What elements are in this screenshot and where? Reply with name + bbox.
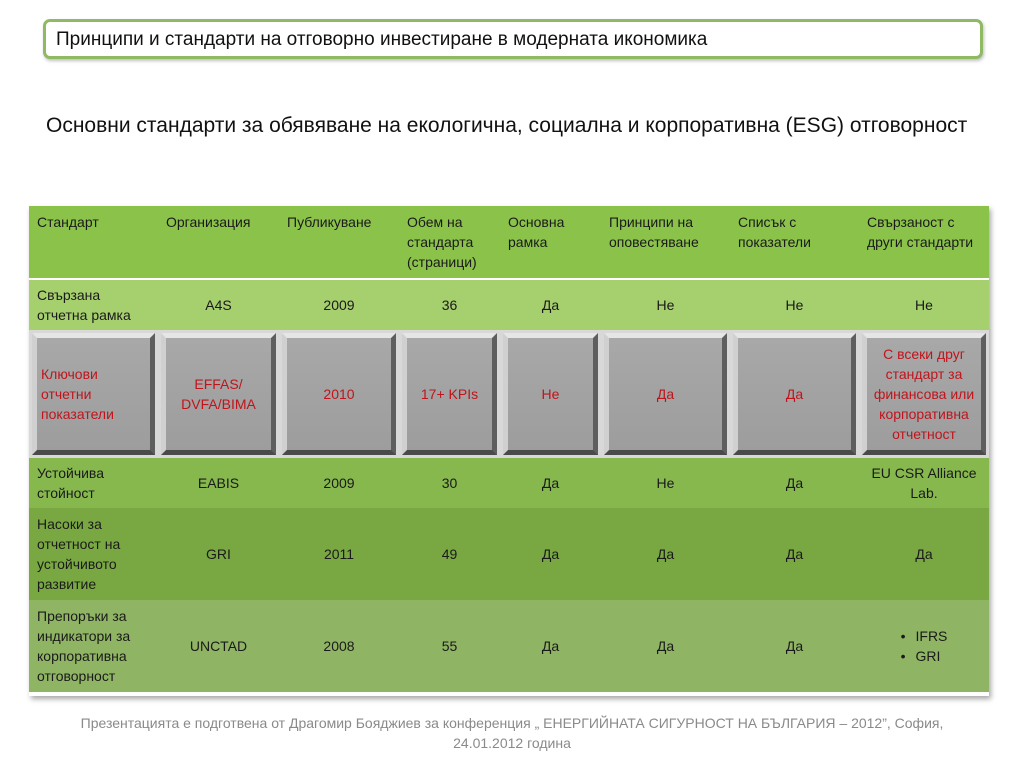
footer-credit: Презентацията е подготвена от Драгомир Б… xyxy=(30,713,994,753)
bevel-button: Ключови отчетни показатели xyxy=(32,333,155,455)
cell-principles: Да xyxy=(601,330,730,458)
cell-organization: EFFAS/ DVFA/BIMA xyxy=(158,330,279,458)
cell-volume: 30 xyxy=(399,458,500,508)
cell-organization: UNCTAD xyxy=(158,600,279,692)
cell-indicators: Не xyxy=(730,279,859,330)
cell-published: 2010 xyxy=(279,330,399,458)
bevel-button: Да xyxy=(733,333,856,455)
bevel-button: Да xyxy=(604,333,727,455)
table-header-row: Стандарт Организация Публикуване Обем на… xyxy=(29,206,989,280)
cell-indicators: Да xyxy=(730,458,859,508)
column-header-volume: Обем на стандарта (страници) xyxy=(399,206,500,280)
cell-links: Да xyxy=(859,508,989,600)
table-row: Насоки за отчетност на устойчивото разви… xyxy=(29,508,989,600)
table-row-highlighted: Ключови отчетни показатели EFFAS/ DVFA/B… xyxy=(29,330,989,458)
cell-links: IFRS GRI xyxy=(859,600,989,692)
cell-organization: A4S xyxy=(158,279,279,330)
bevel-button: Не xyxy=(503,333,598,455)
cell-principles: Да xyxy=(601,508,730,600)
cell-principles: Не xyxy=(601,458,730,508)
bevel-button: С всеки друг стандарт за финансова или к… xyxy=(862,333,986,455)
footer-line: Презентацията е подготвена от Драгомир Б… xyxy=(80,715,944,731)
column-header-framework: Основна рамка xyxy=(500,206,601,280)
cell-standard: Насоки за отчетност на устойчивото разви… xyxy=(29,508,158,600)
cell-standard: Препоръки за индикатори за корпоративна … xyxy=(29,600,158,692)
cell-standard: Ключови отчетни показатели xyxy=(29,330,158,458)
cell-framework: Не xyxy=(500,330,601,458)
column-header-standard: Стандарт xyxy=(29,206,158,280)
cell-links: С всеки друг стандарт за финансова или к… xyxy=(859,330,989,458)
cell-volume: 49 xyxy=(399,508,500,600)
list-item: GRI xyxy=(901,646,948,666)
cell-published: 2011 xyxy=(279,508,399,600)
cell-indicators: Да xyxy=(730,508,859,600)
cell-framework: Да xyxy=(500,508,601,600)
cell-framework: Да xyxy=(500,279,601,330)
cell-volume: 55 xyxy=(399,600,500,692)
footer-line: 24.01.2012 година xyxy=(453,735,571,751)
column-header-published: Публикуване xyxy=(279,206,399,280)
table-row: Устойчива стойност EABIS 2009 30 Да Не Д… xyxy=(29,458,989,508)
cell-links: EU CSR Alliance Lab. xyxy=(859,458,989,508)
column-header-links: Свързаност с други стандарти xyxy=(859,206,989,280)
cell-standard: Свързана отчетна рамка xyxy=(29,279,158,330)
esg-standards-table: Стандарт Организация Публикуване Обем на… xyxy=(29,206,989,692)
cell-framework: Да xyxy=(500,600,601,692)
cell-published: 2008 xyxy=(279,600,399,692)
cell-principles: Да xyxy=(601,600,730,692)
table-row: Свързана отчетна рамка A4S 2009 36 Да Не… xyxy=(29,279,989,330)
cell-organization: GRI xyxy=(158,508,279,600)
bevel-button: 2010 xyxy=(282,333,396,455)
cell-links: Не xyxy=(859,279,989,330)
linked-standards-list: IFRS GRI xyxy=(901,626,948,666)
cell-organization: EABIS xyxy=(158,458,279,508)
cell-volume: 17+ KPIs xyxy=(399,330,500,458)
cell-principles: Не xyxy=(601,279,730,330)
slide-subtitle: Основни стандарти за обявяване на еколог… xyxy=(46,114,968,137)
bevel-button: 17+ KPIs xyxy=(402,333,497,455)
table-row: Препоръки за индикатори за корпоративна … xyxy=(29,600,989,692)
list-item: IFRS xyxy=(901,626,948,646)
cell-indicators: Да xyxy=(730,330,859,458)
cell-published: 2009 xyxy=(279,458,399,508)
page-title: Принципи и стандарти на отговорно инвест… xyxy=(56,29,708,50)
cell-framework: Да xyxy=(500,458,601,508)
cell-standard: Устойчива стойност xyxy=(29,458,158,508)
column-header-indicators: Списък с показатели xyxy=(730,206,859,280)
bevel-button: EFFAS/ DVFA/BIMA xyxy=(161,333,276,455)
cell-published: 2009 xyxy=(279,279,399,330)
cell-indicators: Да xyxy=(730,600,859,692)
table-wrap: Стандарт Организация Публикуване Обем на… xyxy=(29,206,989,696)
column-header-principles: Принципи на оповестяване xyxy=(601,206,730,280)
title-box: Принципи и стандарти на отговорно инвест… xyxy=(43,19,983,59)
column-header-organization: Организация xyxy=(158,206,279,280)
cell-volume: 36 xyxy=(399,279,500,330)
